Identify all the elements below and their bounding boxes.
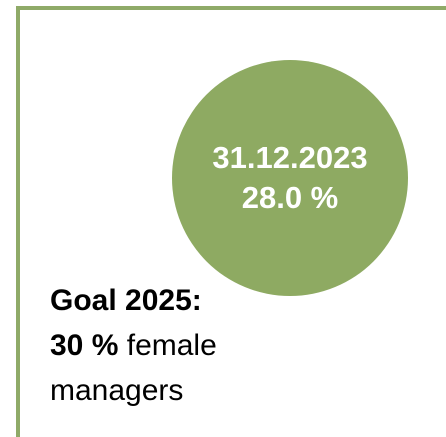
badge-date: 31.12.2023 [212, 140, 367, 175]
badge-value: 28.0 % [242, 180, 339, 215]
goal-target: 30 % [50, 329, 118, 362]
goal-text: female [127, 329, 217, 362]
goal-heading: Goal 2025: [50, 284, 202, 317]
goal-text: managers [50, 374, 183, 407]
badge-circle [172, 60, 408, 296]
goal-line: 30 % female [50, 329, 217, 362]
